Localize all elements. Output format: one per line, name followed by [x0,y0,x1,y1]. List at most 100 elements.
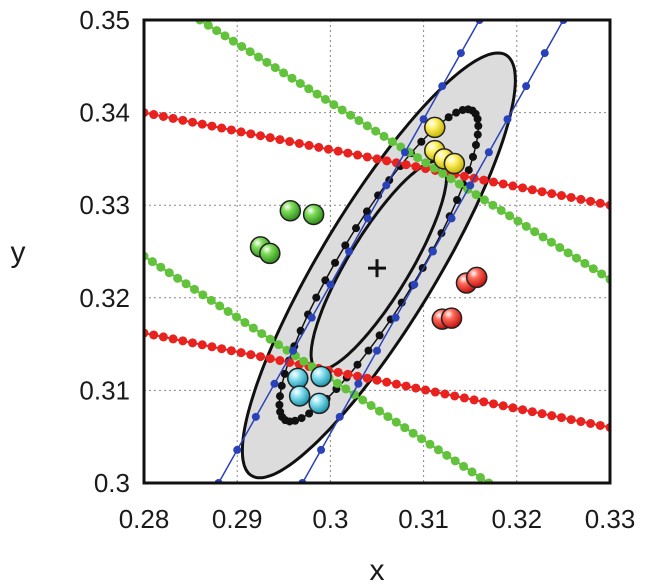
series-point-green [588,264,598,274]
series-point-green [442,450,452,460]
series-point-red [595,420,605,430]
series-point-red [158,332,168,342]
series-point-blue [326,280,335,289]
dotted-ellipse-point [471,109,480,118]
series-point-green [332,378,342,388]
x-tick-label: 0.31 [398,504,449,534]
series-point-red [226,125,236,135]
series-point-red [566,192,576,202]
series-point-blue [522,82,531,91]
dotted-ellipse-point [437,229,446,238]
series-point-green [400,423,410,433]
series-point-blue [345,247,354,256]
dotted-ellipse-point [474,121,483,130]
series-point-green [417,434,427,444]
dotted-ellipse-point [473,130,482,139]
series-point-blue [270,379,279,388]
series-point-red [556,191,566,201]
series-point-green [248,323,258,333]
series-point-green [438,168,448,178]
series-point-green [433,445,443,455]
series-point-red [547,189,557,199]
series-point-green [467,467,477,477]
series-point-blue [428,247,437,256]
series-point-red [459,171,469,181]
series-point-green [513,216,523,226]
series-point-red [401,381,411,391]
series-point-red [537,409,547,419]
dotted-ellipse-point [453,196,462,205]
series-point-red [343,148,353,158]
cluster-point-cyan [288,385,311,407]
dotted-ellipse-point [458,106,467,115]
series-point-green [358,395,368,405]
series-point-red [246,350,256,360]
series-point-red [353,150,363,160]
series-point-green [530,227,540,237]
line-series-layer [144,20,610,483]
series-point-red [382,156,392,166]
series-point-green [580,258,590,268]
series-point-red [372,154,382,164]
series-point-red [401,160,411,170]
series-point-green [450,456,460,466]
series-point-blue [382,181,391,190]
y-tick-labels: 0.3 0.31 0.32 0.33 0.34 0.35 [79,5,130,498]
series-point-red [479,175,489,185]
series-point-green [337,105,347,115]
series-point-red [168,334,178,344]
series-point-red [595,198,605,208]
dotted-ellipse-point [312,293,321,302]
series-point-green [156,262,166,272]
series-point-green [496,205,506,215]
series-point-green [421,158,431,168]
series-point-green [279,68,289,78]
series-point-blue [419,115,428,124]
series-point-red [489,177,498,187]
series-point-green [387,137,397,147]
series-point-red [450,391,460,401]
series-point-green [206,295,216,305]
plot-area [144,20,610,483]
series-point-green [173,273,183,283]
dotted-ellipse-point [468,152,477,161]
series-point-blue [251,412,260,421]
series-point-blue [391,313,400,322]
series-point-red [294,138,304,148]
y-tick-label: 0.32 [79,283,130,313]
series-point-green [563,248,573,258]
cluster-point-yellow [443,152,466,175]
dotted-ellipse-point [331,258,340,267]
series-point-green [375,406,385,416]
series-point-red [265,354,275,364]
series-point-green [362,121,372,131]
x-tick-label: 0.3 [312,504,348,534]
series-point-green [295,78,305,88]
series-point-green [265,334,275,344]
series-point-red [226,346,236,356]
series-point-green [379,131,389,141]
series-point-green [329,100,339,110]
series-point-red [168,113,178,123]
series-point-green [383,412,393,422]
series-point-green [304,84,314,94]
series-point-red [586,196,596,206]
dotted-ellipse-point [275,400,284,409]
series-point-red [285,137,295,147]
series-point-green [237,41,247,51]
series-point-red [508,403,518,413]
cluster-point-cyan [310,365,332,388]
series-point-green [245,47,255,57]
series-point-red [275,356,285,366]
series-point-green [488,200,498,210]
series-point-green [371,126,381,136]
x-axis-label: x [370,554,385,586]
series-point-blue [354,379,363,388]
series-point-blue [307,313,316,322]
y-tick-label: 0.31 [79,375,130,405]
cluster-point-green [279,200,302,222]
series-point-red [479,397,489,407]
dotted-ellipse-point [352,224,361,233]
series-point-blue [317,445,326,454]
series-point-red [566,415,576,425]
